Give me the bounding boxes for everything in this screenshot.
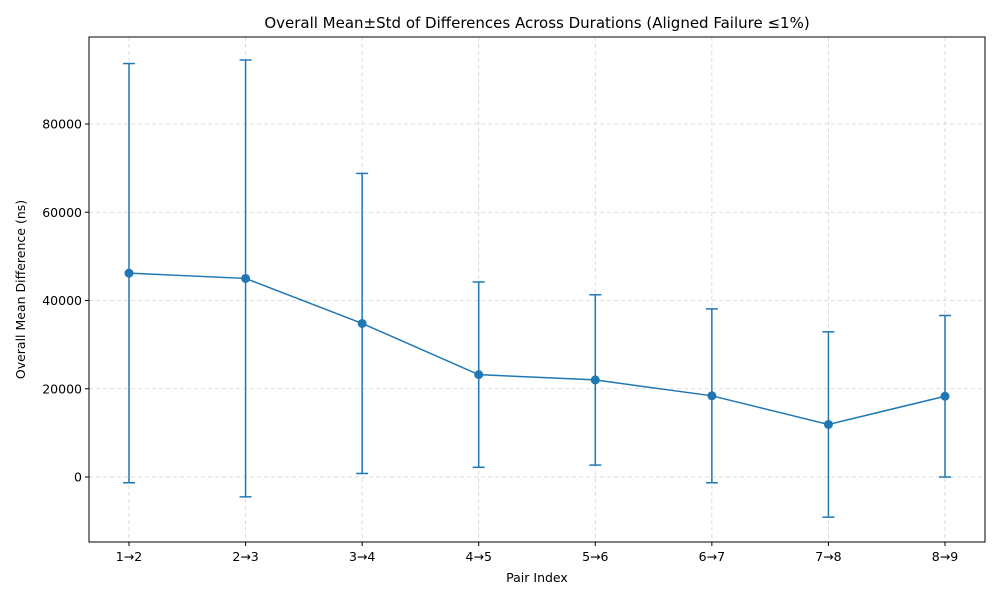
data-point (940, 391, 950, 401)
series-line-layer (128, 272, 946, 426)
data-point (124, 268, 134, 278)
series-line (128, 272, 946, 426)
data-point (474, 370, 484, 380)
x-tick-label: 7→8 (815, 549, 841, 564)
y-tick-label: 20000 (42, 381, 82, 396)
error-bars (123, 59, 951, 518)
data-point (590, 375, 600, 385)
y-tick-label: 40000 (42, 293, 82, 308)
x-axis-label: Pair Index (506, 570, 568, 585)
x-tick-label: 8→9 (932, 549, 958, 564)
data-point (357, 318, 367, 328)
x-tick-label: 1→2 (116, 549, 142, 564)
x-axis-ticks: 1→2 2→3 3→4 4→5 5→6 6→7 7→8 8→9 (116, 542, 958, 564)
data-point (707, 391, 717, 401)
y-axis-ticks: 0 20000 40000 60000 80000 (42, 117, 89, 485)
x-tick-label: 3→4 (349, 549, 375, 564)
y-tick-label: 60000 (42, 205, 82, 220)
chart-title: Overall Mean±Std of Differences Across D… (264, 14, 809, 32)
x-tick-label: 2→3 (232, 549, 258, 564)
data-point (823, 419, 833, 429)
data-points (124, 268, 950, 429)
y-tick-label: 80000 (42, 117, 82, 132)
y-tick-label: 0 (74, 470, 82, 485)
x-tick-label: 5→6 (582, 549, 608, 564)
y-axis-label: Overall Mean Difference (ns) (13, 200, 28, 379)
data-point (241, 273, 251, 283)
plot-frame (88, 36, 986, 543)
x-tick-label: 4→5 (466, 549, 492, 564)
grid (89, 37, 985, 542)
x-tick-label: 6→7 (699, 549, 725, 564)
